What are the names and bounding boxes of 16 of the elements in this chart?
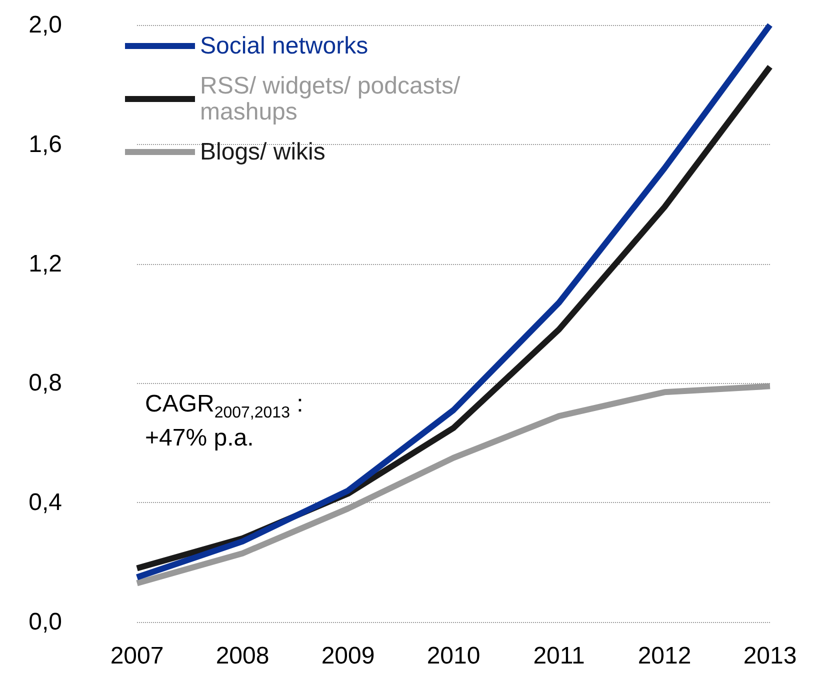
y-tick-label: 2,0 xyxy=(28,12,62,38)
y-tick-label: 0,8 xyxy=(28,370,62,397)
x-tick-label: 2011 xyxy=(533,642,585,670)
legend-label: RSS/ widgets/ podcasts/ mashups xyxy=(200,72,467,126)
y-tick-label: 1,2 xyxy=(28,250,62,278)
legend-label: Blogs/ wikis xyxy=(200,138,326,166)
x-tick-label: 2010 xyxy=(426,642,480,670)
legend-label: Social networks xyxy=(200,32,368,60)
x-tick-label: 2012 xyxy=(638,642,692,670)
x-tick-label: 2009 xyxy=(321,642,375,670)
y-tick-label: 0,4 xyxy=(28,489,62,516)
x-tick-label: 2013 xyxy=(743,642,797,670)
y-tick-label: 0,0 xyxy=(28,608,62,636)
x-tick-label: 2008 xyxy=(216,642,270,670)
x-tick-label: 2007 xyxy=(110,642,164,670)
y-tick-label: 1,6 xyxy=(28,130,62,158)
